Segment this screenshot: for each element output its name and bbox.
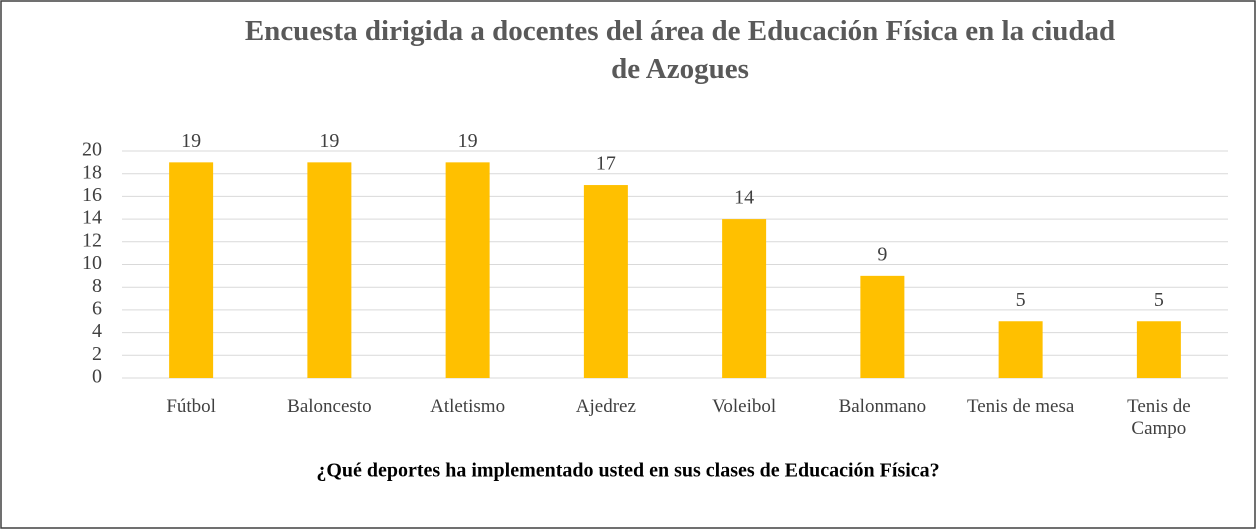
x-tick-box: Baloncesto xyxy=(287,396,372,417)
x-tick-label: Fútbol xyxy=(166,396,216,417)
chart-title: Encuesta dirigida a docentes del área de… xyxy=(244,15,1116,85)
value-label: 19 xyxy=(458,130,478,152)
y-tick-label: 0 xyxy=(92,366,102,388)
y-tick-label: 4 xyxy=(92,320,102,342)
x-tick-box: Balonmano xyxy=(838,396,927,417)
x-tick-label: Tenis de mesa xyxy=(966,396,1075,417)
bar xyxy=(445,162,490,378)
bar xyxy=(307,162,352,378)
x-tick-label: Ajedrez xyxy=(575,396,636,417)
y-tick-label: 2 xyxy=(92,343,102,365)
y-tick-label: 8 xyxy=(92,275,102,297)
x-tick-box: Voleibol xyxy=(712,396,777,417)
title-box: Encuesta dirigida a docentes del área de… xyxy=(244,15,1116,85)
x-tick-label: Balonmano xyxy=(838,396,927,417)
value-label: 17 xyxy=(596,153,616,175)
y-tick-label: 6 xyxy=(92,297,102,319)
y-tick-label: 16 xyxy=(82,184,102,206)
value-label: 5 xyxy=(1154,289,1164,311)
x-tick-label: Tenis de Campo xyxy=(1127,396,1191,439)
x-tick-label: Atletismo xyxy=(430,396,506,417)
x-tick-box: Tenis de Campo xyxy=(1127,396,1191,439)
value-label: 19 xyxy=(319,130,339,152)
bar xyxy=(860,275,905,378)
y-tick-label: 18 xyxy=(82,161,102,183)
bar xyxy=(722,219,767,378)
x-tick-box: Tenis de mesa xyxy=(966,396,1075,417)
value-label: 19 xyxy=(181,130,201,152)
x-tick-box: Fútbol xyxy=(166,396,216,417)
x-tick-label: Voleibol xyxy=(712,396,777,417)
y-tick-label: 10 xyxy=(82,252,102,274)
bar xyxy=(998,321,1043,378)
bar xyxy=(583,185,628,378)
bar xyxy=(169,162,214,378)
bar xyxy=(1136,321,1181,378)
y-tick-label: 20 xyxy=(82,139,102,161)
x-tick-box: Ajedrez xyxy=(575,396,636,417)
y-tick-label: 12 xyxy=(82,229,102,251)
value-label: 9 xyxy=(877,243,887,265)
value-label: 5 xyxy=(1016,289,1026,311)
x-axis-title: ¿Qué deportes ha implementado usted en s… xyxy=(316,460,939,482)
x-tick-label: Baloncesto xyxy=(287,396,372,417)
x-tick-box: Atletismo xyxy=(430,396,506,417)
value-label: 14 xyxy=(734,187,754,209)
y-tick-label: 14 xyxy=(82,207,102,229)
